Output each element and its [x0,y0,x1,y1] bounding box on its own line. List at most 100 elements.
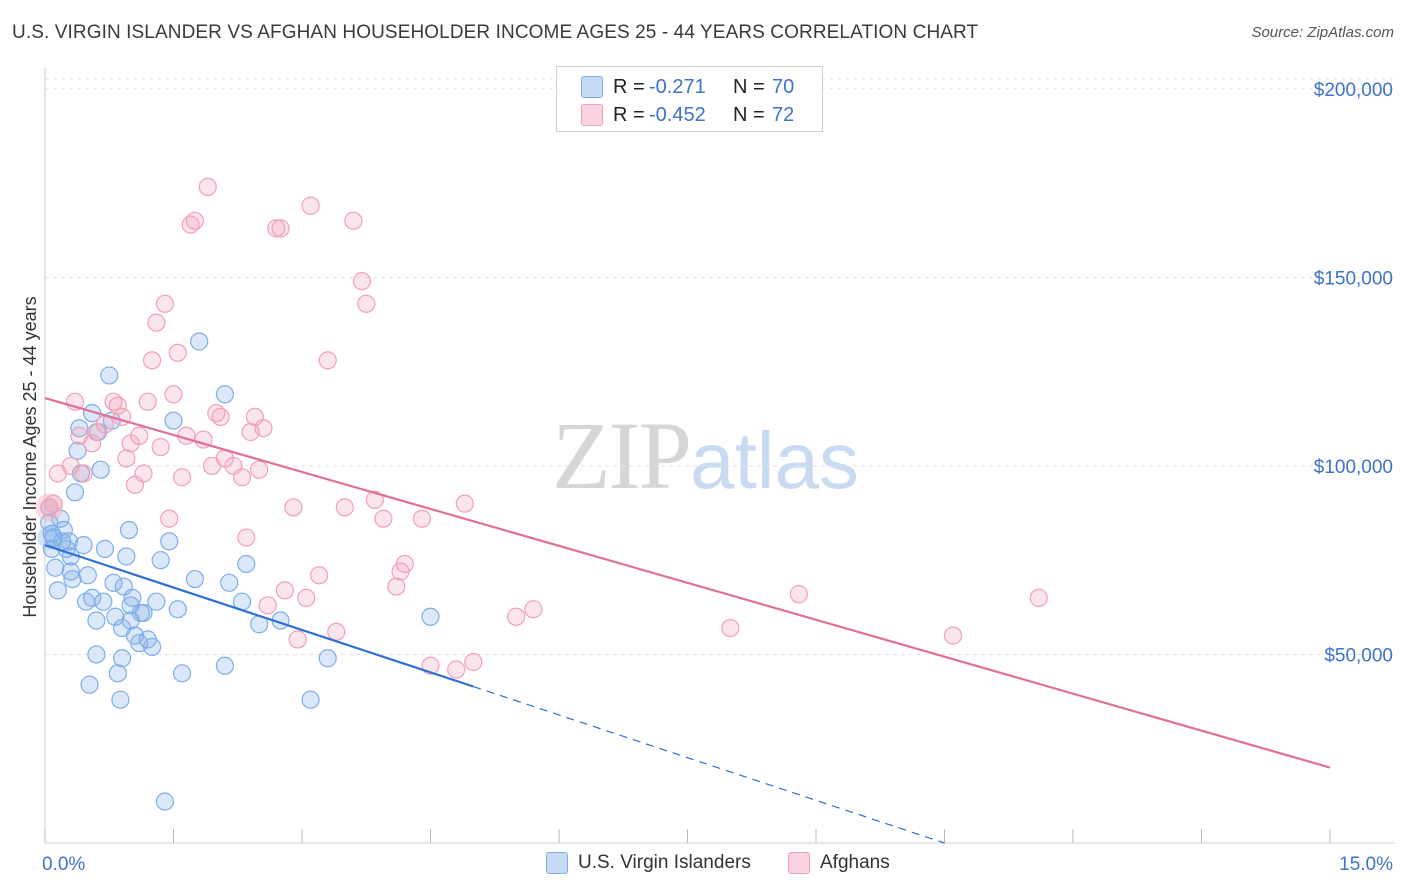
source-label: Source: ZipAtlas.com [1251,24,1394,41]
virgin-islander-point [142,637,162,657]
virgin-islander-point [112,649,132,668]
n-value: 72 [772,103,795,126]
x-tick-label-min: 0.0% [42,854,85,875]
virgin-islander-trendline-extension [473,685,945,844]
virgin-islander-point [54,520,73,540]
y-tick-label: $100,000 [1314,457,1393,478]
afghan-point [83,434,102,453]
afghan-point [160,509,179,528]
afghan-point [155,294,175,313]
virgin-islander-point [147,592,166,611]
afghan-point [464,652,483,672]
virgin-islander-point [117,547,136,566]
afghan-point [177,426,196,445]
legend-row-afghans: R = -0.452 N = 72 [557,101,822,129]
afghan-point [524,600,543,619]
virgin-islander-point [65,483,85,502]
y-tick-label: $150,000 [1314,268,1393,289]
afghan-point [352,272,372,291]
legend-swatch-virgin-islanders [581,76,603,98]
afghan-point [387,577,406,596]
afghan-point [267,219,286,238]
r-label: R = [613,75,645,98]
virgin-islander-point [104,573,123,592]
virgin-islander-point [155,792,175,811]
afghan-point [335,498,354,517]
virgin-islander-point [68,441,87,460]
virgin-islander-point [70,419,89,438]
afghan-point [455,494,474,513]
virgin-islander-point [160,532,179,551]
virgin-islander-point [87,611,106,630]
r-value: -0.452 [649,103,706,126]
virgin-islander-point [185,569,205,589]
legend-label: Afghans [820,852,890,873]
virgin-islander-point [172,664,192,683]
afghan-point [147,313,166,332]
afghan-point [250,460,269,479]
afghan-point [151,437,170,457]
virgin-islander-point [42,539,61,558]
virgin-islander-point [108,664,127,683]
afghan-point [44,494,63,513]
afghan-point [357,294,376,313]
afghan-point [943,626,963,645]
virgin-islander-point [168,600,187,619]
virgin-islander-point [48,581,67,600]
virgin-islander-point [91,460,110,479]
afghan-point [168,343,187,362]
legend-swatch-virgin-islanders [546,852,568,874]
afghan-point [1029,588,1048,608]
afghan-cluster-point [35,493,64,522]
virgin-islander-point [318,649,337,668]
virgin-islander-point [83,588,102,608]
legend-label: U.S. Virgin Islanders [578,852,751,873]
legend-item-virgin-islanders[interactable]: U.S. Virgin Islanders [546,852,751,874]
virgin-islander-point [78,566,97,585]
virgin-islander-point [63,569,82,589]
afghan-point [507,607,526,626]
y-axis-title: Householder Income Ages 25 - 44 years [20,296,40,617]
afghan-point [74,464,93,483]
virgin-islander-point [190,332,209,351]
virgin-islander-point [95,539,115,558]
virgin-islander-cluster-point [37,525,62,550]
y-tick-label: $200,000 [1314,80,1393,101]
afghan-point [447,660,466,679]
virgin-islander-point [119,520,139,540]
virgin-islander-point [80,675,99,694]
afghan-point [237,528,256,547]
virgin-islander-point [220,573,239,592]
virgin-islander-point [421,607,440,626]
afghan-point [344,211,363,230]
virgin-islander-point [111,690,130,709]
afghan-point [172,468,192,487]
virgin-islander-point [46,558,65,577]
afghan-point [232,468,252,487]
n-label: N = [733,103,765,126]
r-label: R = [613,103,645,126]
afghan-point [297,588,316,608]
virgin-islander-point [215,385,234,404]
afghan-point [374,509,393,528]
legend-item-afghans[interactable]: Afghans [788,852,890,874]
virgin-islander-point [87,645,106,664]
afghan-trendline [44,396,1331,769]
r-value: -0.271 [649,75,706,98]
virgin-islander-point [94,592,113,611]
afghan-point [721,618,740,638]
afghan-point [271,219,290,238]
afghan-point [117,449,136,468]
x-tick-label-max: 15.0% [1339,854,1393,875]
afghan-point [395,554,414,574]
virgin-islander-point [61,562,80,581]
virgin-islander-point [301,690,320,709]
afghan-point [198,177,217,196]
virgin-islander-point [151,551,170,570]
legend-swatch-afghans [788,852,810,874]
n-label: N = [733,75,765,98]
virgin-islander-trendline [44,544,474,688]
n-value: 70 [772,75,795,98]
legend-stats: R = -0.271 N = 70 R = -0.452 N = 72 [556,66,823,132]
